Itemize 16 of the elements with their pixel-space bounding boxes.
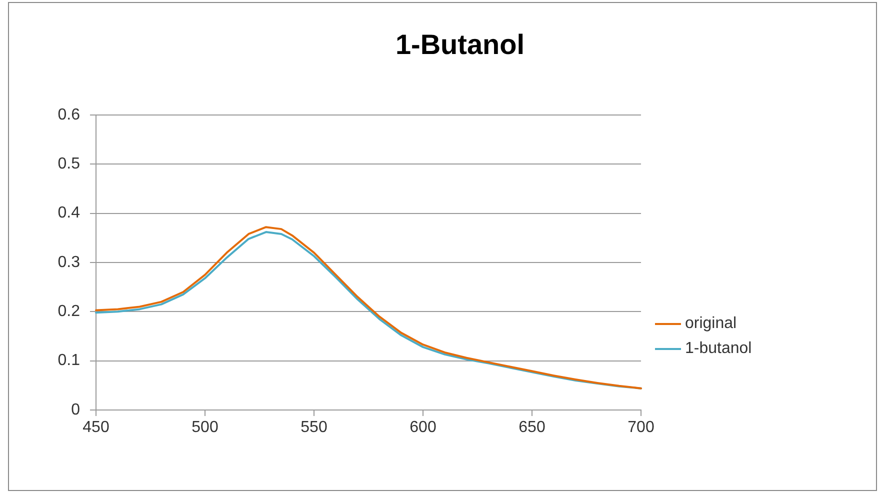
x-tick-label: 450 (82, 419, 110, 436)
y-tick-label: 0 (71, 401, 80, 418)
y-tick-label: 0.6 (58, 106, 80, 124)
x-tick-label: 550 (300, 419, 328, 436)
chart-title: 1-Butanol (394, 28, 526, 62)
x-tick-label: 500 (192, 419, 218, 436)
legend-label: original (685, 314, 737, 332)
y-tick-label: 0.1 (58, 352, 80, 370)
legend-label: 1-butanol (685, 340, 752, 358)
y-tick-label: 0.5 (58, 156, 80, 173)
y-tick-label: 0.3 (58, 254, 80, 271)
x-tick-label: 600 (410, 419, 436, 436)
x-tick-label: 700 (628, 419, 654, 436)
x-tick-label: 650 (518, 419, 546, 436)
y-tick-label: 0.4 (58, 204, 80, 222)
y-tick-label: 0.2 (58, 303, 80, 320)
